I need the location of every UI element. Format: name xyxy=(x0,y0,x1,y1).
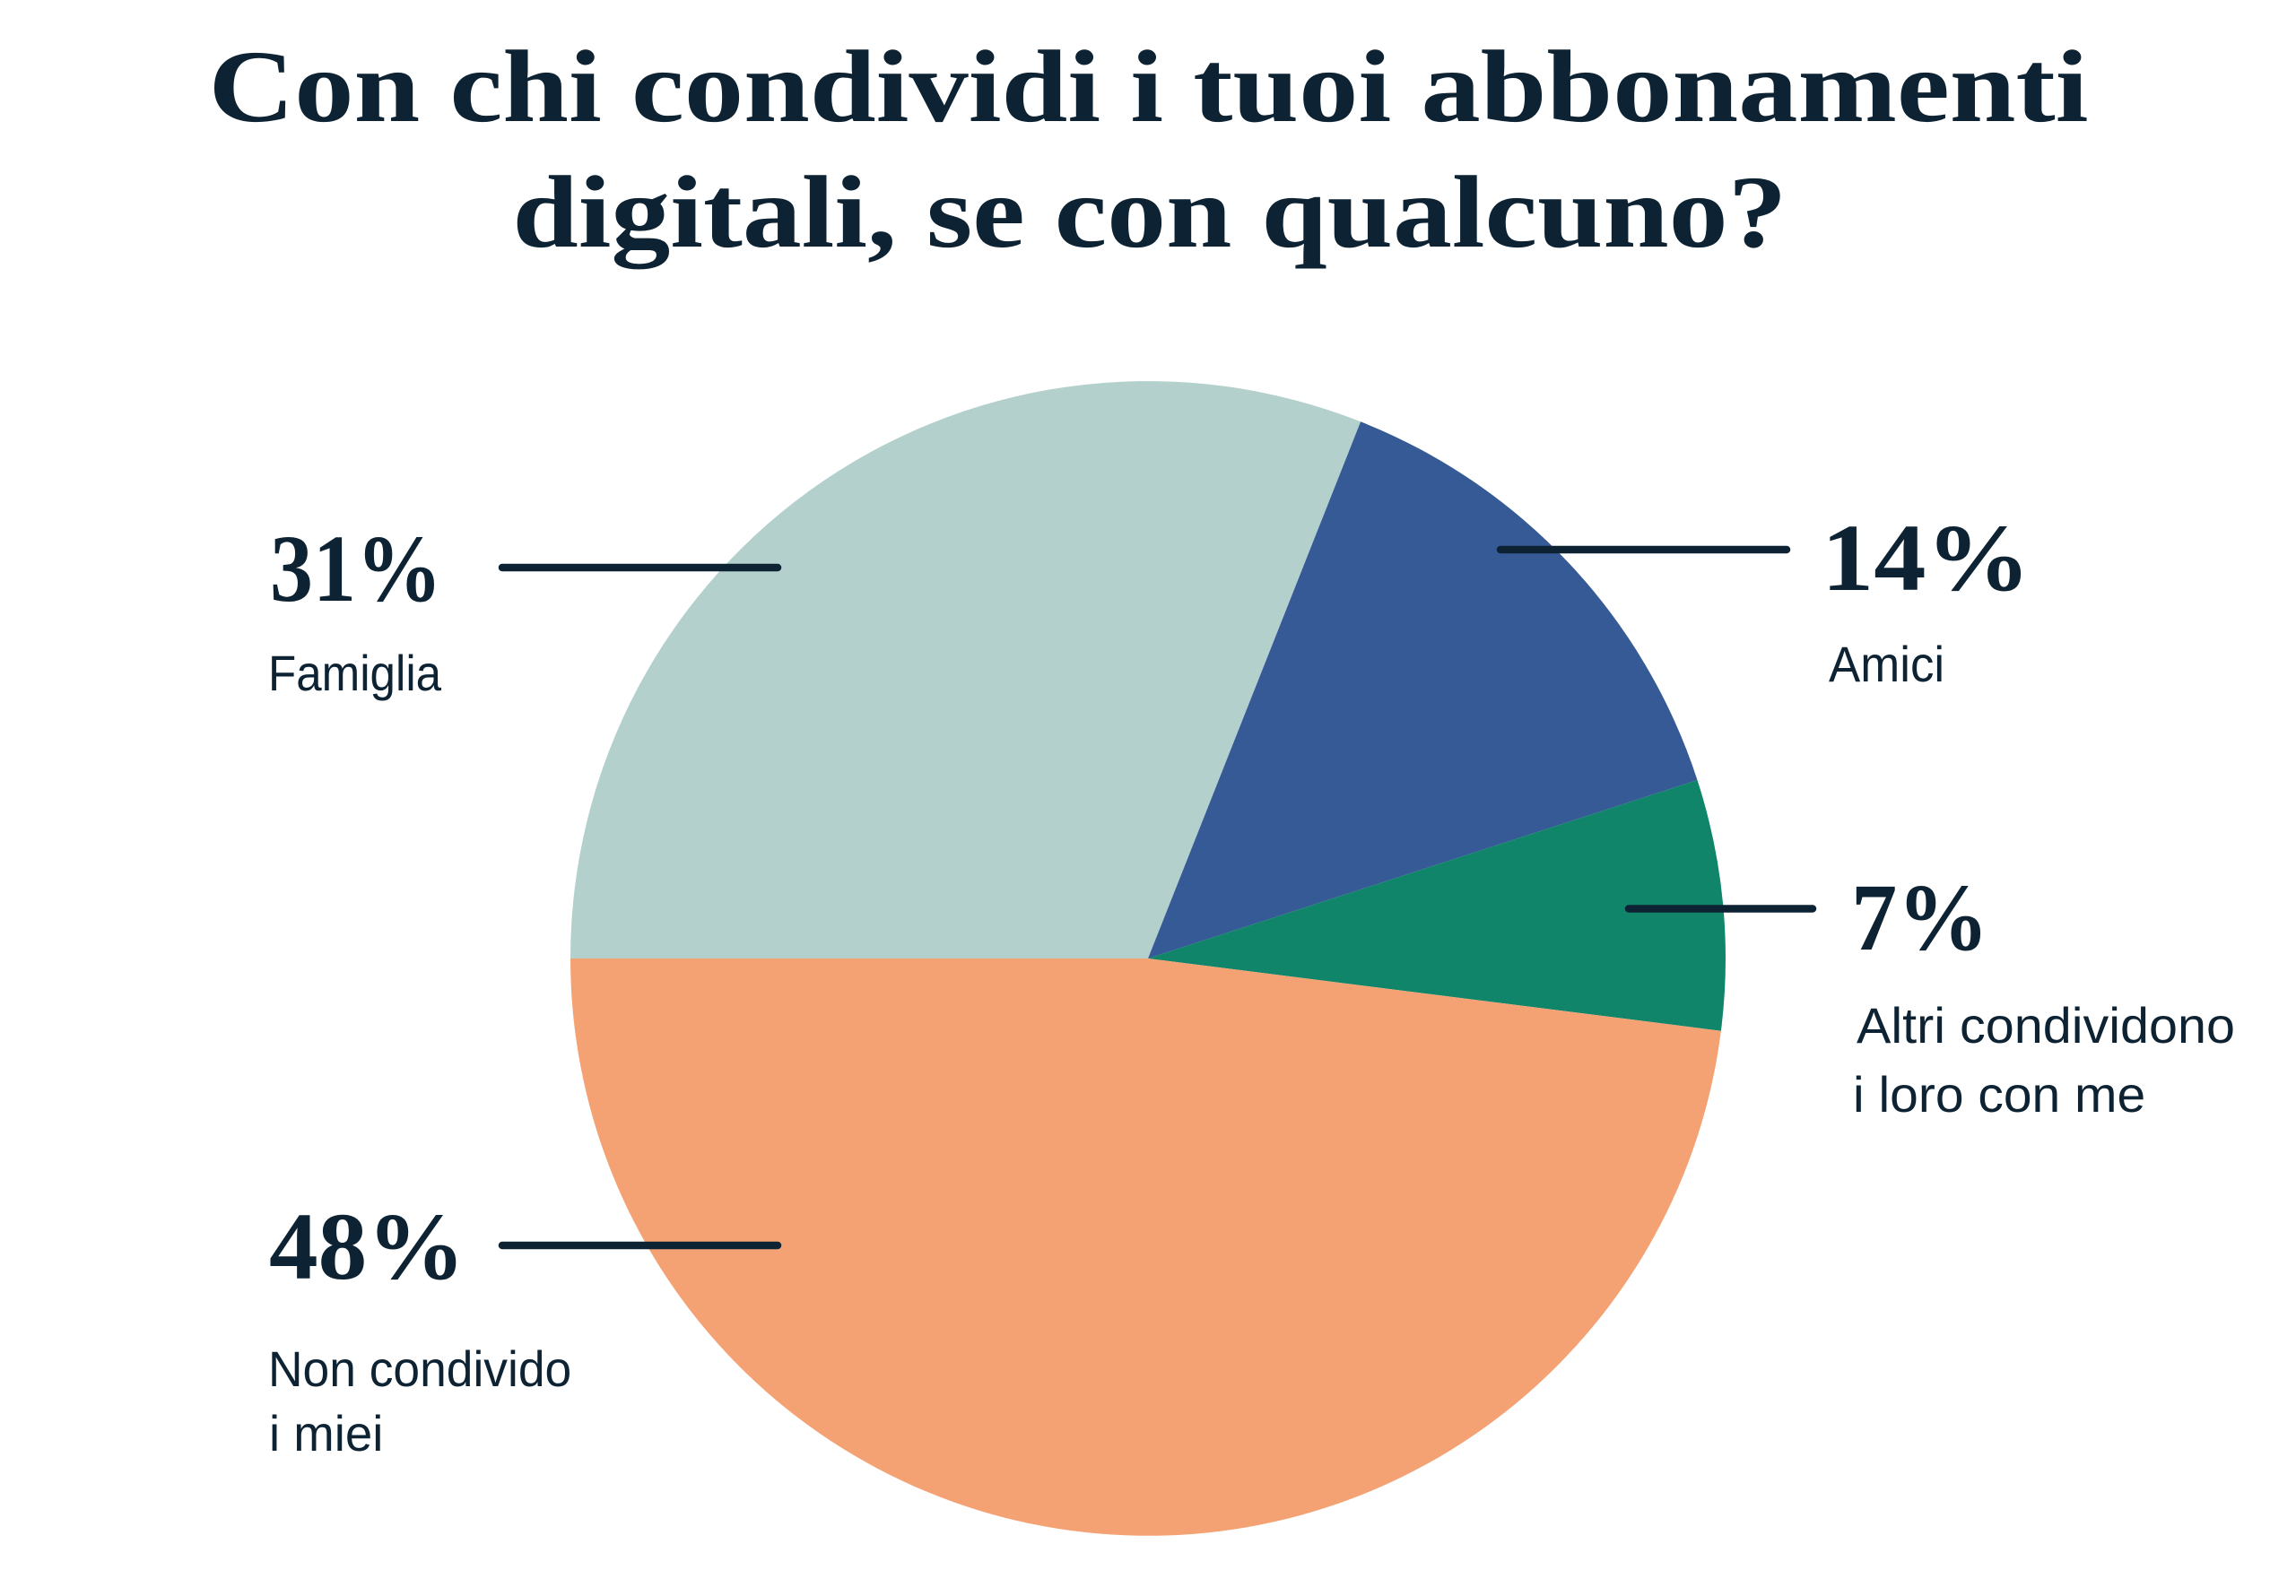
svg-text:31%: 31% xyxy=(270,516,442,622)
svg-text:i miei: i miei xyxy=(269,1405,383,1462)
svg-text:Amici: Amici xyxy=(1829,636,1944,692)
svg-text:48%: 48% xyxy=(269,1194,465,1300)
svg-text:digitali, se con qualcuno?: digitali, se con qualcuno? xyxy=(512,155,1787,269)
svg-text:i loro con me: i loro con me xyxy=(1853,1066,2145,1123)
svg-text:Con chi condividi i tuoi abbon: Con chi condividi i tuoi abbonamenti xyxy=(209,30,2089,143)
svg-text:Altri condividono: Altri condividono xyxy=(1857,997,2235,1054)
svg-text:Non condivido: Non condivido xyxy=(268,1340,571,1397)
svg-text:7%: 7% xyxy=(1851,865,1989,971)
svg-text:14%: 14% xyxy=(1822,506,2031,612)
svg-text:Famiglia: Famiglia xyxy=(268,645,442,701)
